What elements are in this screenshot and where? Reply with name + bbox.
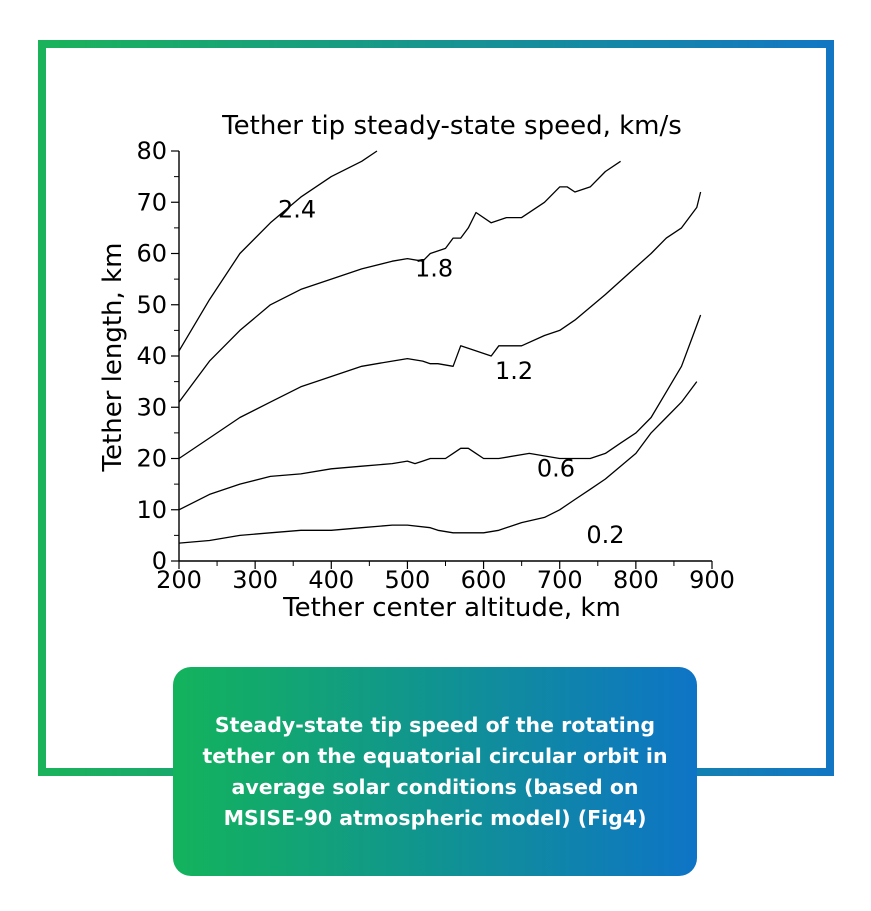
contour-line-0-2	[178, 381, 698, 544]
y-tick-label: 10	[136, 496, 167, 524]
contour-label: 2.4	[278, 196, 316, 224]
y-tick-label: 0	[152, 547, 167, 575]
x-tick-label: 400	[308, 566, 354, 594]
y-tick-label: 30	[136, 393, 167, 421]
contour-line-2-4	[178, 150, 378, 352]
contour-line-1-2	[178, 191, 702, 460]
y-tick-label: 80	[136, 137, 167, 165]
figure-frame	[38, 40, 834, 776]
contour-label: 0.2	[586, 521, 624, 549]
chart-title: Tether tip steady-state speed, km/s	[221, 111, 682, 141]
y-tick-label: 20	[136, 445, 167, 473]
x-tick-label: 800	[613, 566, 659, 594]
contour-label: 1.8	[415, 255, 453, 283]
x-tick-label: 500	[385, 566, 431, 594]
y-tick-label: 60	[136, 240, 167, 268]
x-tick-label: 900	[689, 566, 735, 594]
y-axis-label: Tether length, km	[98, 243, 128, 473]
x-tick-label: 600	[461, 566, 507, 594]
y-tick-label: 50	[136, 291, 167, 319]
y-tick-label: 40	[136, 342, 167, 370]
contour-line-0-6	[178, 314, 702, 511]
chart-axes: 200 300 400 500 600 700 800 900 0 10 20 30 40 50 60 70 8…	[136, 137, 734, 594]
figure-caption: Steady-state tip speed of the rotating t…	[173, 667, 697, 876]
x-tick-label: 200	[156, 566, 202, 594]
x-axis-label: Tether center altitude, km	[282, 593, 621, 623]
chart-series-layer: 2.4 1.8 1.2 0.6 0.2	[178, 150, 702, 549]
x-tick-label: 300	[232, 566, 278, 594]
figure-caption-text: Steady-state tip speed of the rotating t…	[202, 712, 668, 830]
y-tick-label: 70	[136, 188, 167, 216]
contour-line-1-8	[178, 160, 621, 403]
x-tick-label: 700	[537, 566, 583, 594]
contour-label: 1.2	[495, 357, 533, 385]
contour-label: 0.6	[537, 454, 575, 482]
